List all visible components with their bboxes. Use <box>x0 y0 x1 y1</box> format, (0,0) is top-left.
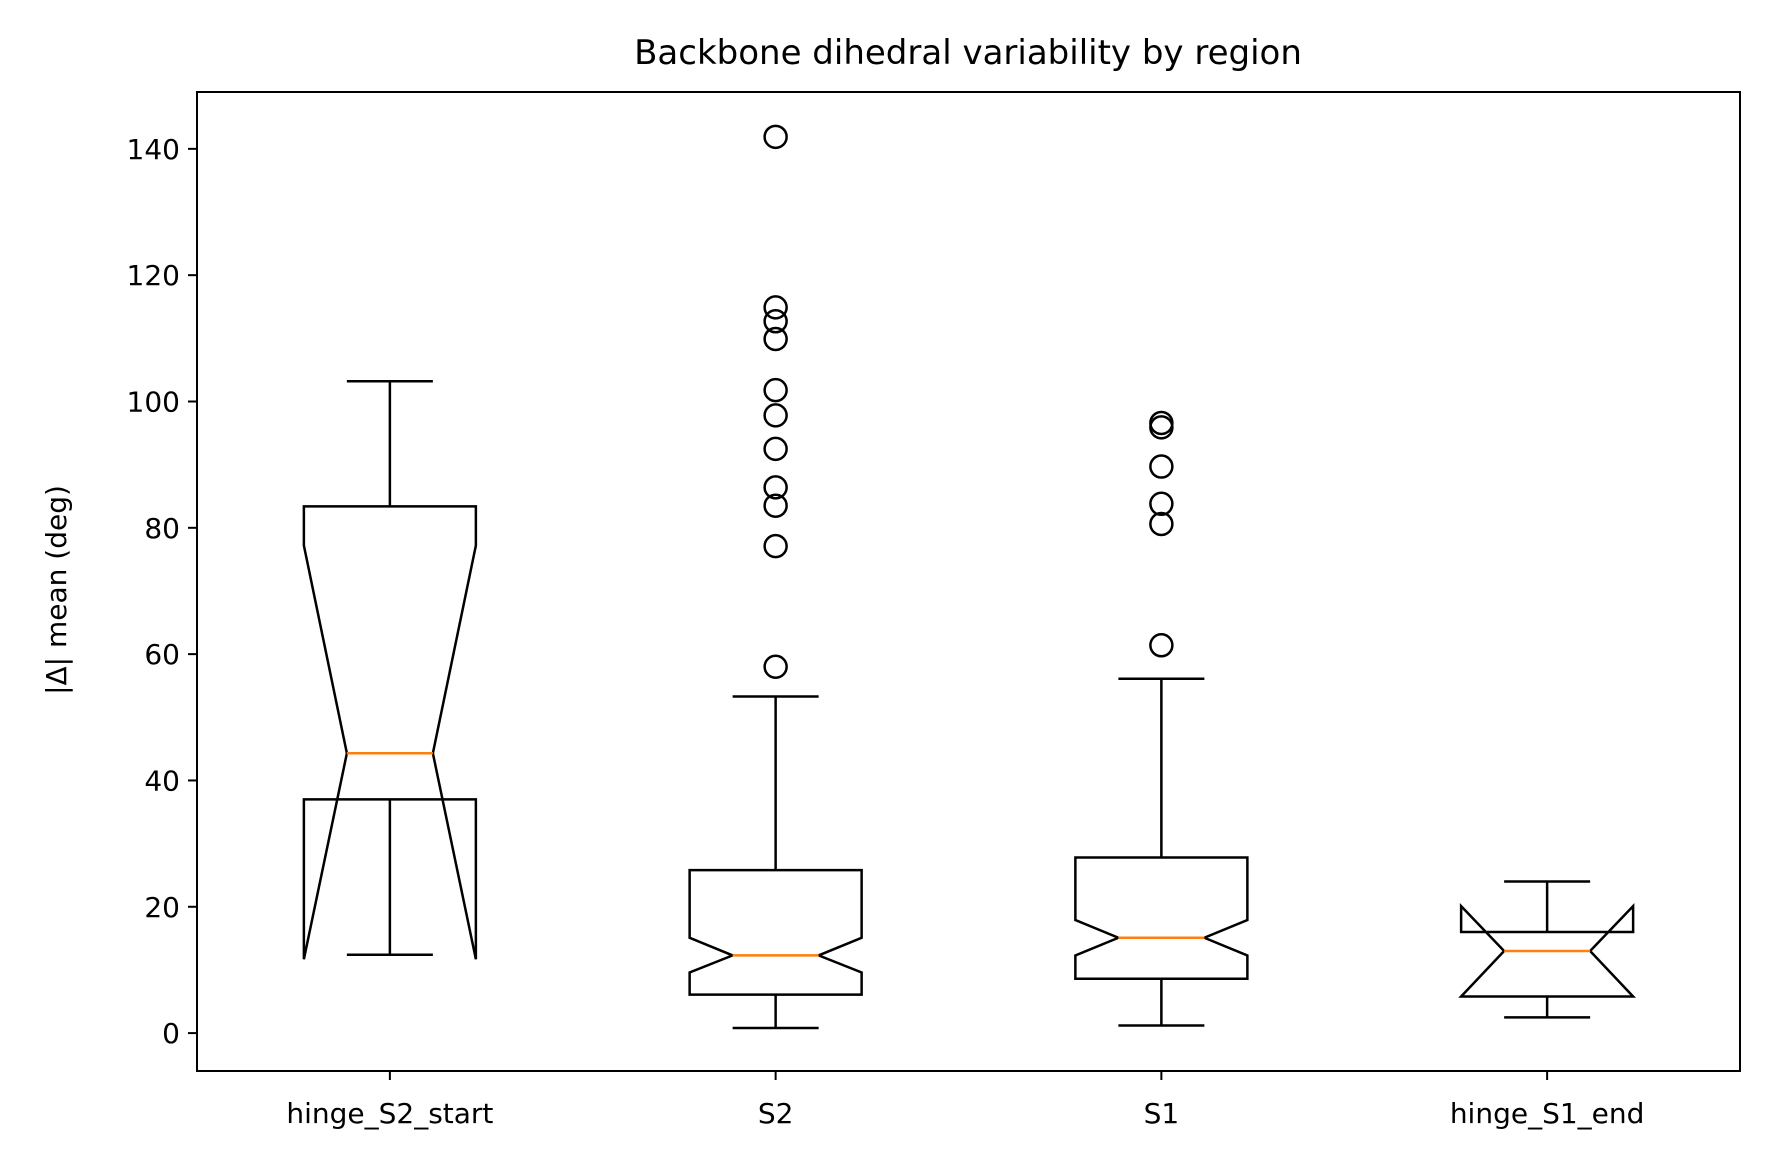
y-tick-label: 60 <box>144 638 180 671</box>
outlier-point <box>763 403 788 428</box>
x-tick-label: hinge_S2_start <box>286 1097 493 1130</box>
y-tick-label: 0 <box>162 1017 180 1050</box>
outlier-point <box>763 493 788 518</box>
outlier-point <box>763 295 788 320</box>
outlier-point <box>763 309 788 334</box>
y-tick-label: 100 <box>127 385 180 418</box>
box-body <box>1458 903 1637 998</box>
outlier-point <box>763 326 788 352</box>
outlier-point <box>1149 511 1174 537</box>
outlier-point <box>1149 491 1174 517</box>
box-body <box>302 505 478 960</box>
y-tick-label: 120 <box>127 259 180 292</box>
outlier-point <box>1149 633 1174 658</box>
x-tick-label: S1 <box>1144 1097 1180 1130</box>
outlier-point <box>763 124 788 150</box>
outlier-point <box>763 475 788 500</box>
x-tick-label: hinge_S1_end <box>1450 1097 1645 1130</box>
outlier-point <box>1149 410 1174 436</box>
y-tick-label: 80 <box>144 512 180 545</box>
y-tick-label: 40 <box>144 764 180 797</box>
plot-area: 0 20 40 60 80 100 120 140 hinge_S2_start S2 S1 hing… <box>127 124 1645 1130</box>
y-tick-label: 20 <box>144 891 180 924</box>
box-body <box>1074 856 1249 981</box>
outlier-point <box>763 654 788 680</box>
outlier-point <box>763 533 788 559</box>
axes-frame <box>196 91 1741 1072</box>
chart-title: Backbone dihedral variability by region <box>634 33 1302 73</box>
y-tick-label: 140 <box>127 133 180 166</box>
x-tick-label: S2 <box>758 1097 794 1130</box>
outlier-point <box>763 377 788 403</box>
box-body <box>688 868 863 996</box>
y-axis-label: |Δ| mean (deg) <box>40 485 73 695</box>
outlier-point <box>763 436 788 462</box>
outlier-point <box>1149 454 1174 479</box>
